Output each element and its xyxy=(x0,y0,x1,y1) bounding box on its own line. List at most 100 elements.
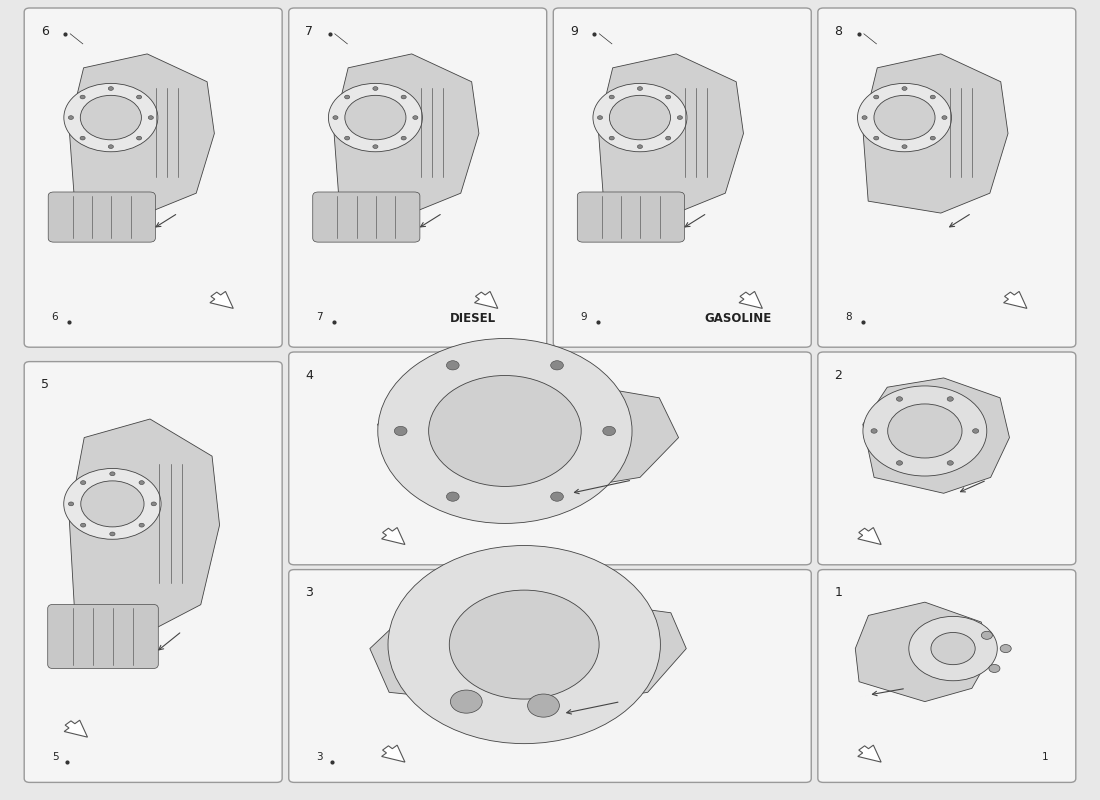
Text: 8: 8 xyxy=(846,312,852,322)
Circle shape xyxy=(68,502,74,506)
Circle shape xyxy=(862,386,987,476)
FancyBboxPatch shape xyxy=(288,570,812,782)
FancyArrowPatch shape xyxy=(685,214,705,227)
Text: DIESEL: DIESEL xyxy=(450,312,496,325)
Polygon shape xyxy=(69,419,220,631)
Circle shape xyxy=(80,95,142,140)
FancyBboxPatch shape xyxy=(24,8,282,347)
FancyArrowPatch shape xyxy=(872,689,903,696)
Circle shape xyxy=(597,116,603,119)
Circle shape xyxy=(551,492,563,502)
Circle shape xyxy=(528,694,560,717)
Text: 4: 4 xyxy=(306,369,313,382)
Circle shape xyxy=(329,83,422,152)
FancyBboxPatch shape xyxy=(817,352,1076,565)
Circle shape xyxy=(108,145,113,149)
Circle shape xyxy=(447,361,459,370)
Text: 7: 7 xyxy=(306,25,313,38)
Circle shape xyxy=(447,492,459,502)
FancyBboxPatch shape xyxy=(818,8,1076,347)
Text: GASOLINE: GASOLINE xyxy=(704,312,771,325)
Text: 7: 7 xyxy=(317,312,323,322)
Circle shape xyxy=(862,116,867,119)
Polygon shape xyxy=(858,745,881,762)
Polygon shape xyxy=(862,378,1010,494)
FancyArrowPatch shape xyxy=(420,214,440,227)
Circle shape xyxy=(80,523,86,527)
FancyBboxPatch shape xyxy=(47,605,158,669)
Circle shape xyxy=(429,375,581,486)
Circle shape xyxy=(110,532,115,536)
Circle shape xyxy=(603,426,616,435)
Text: 1: 1 xyxy=(834,586,843,599)
FancyBboxPatch shape xyxy=(817,570,1076,782)
Circle shape xyxy=(68,116,74,119)
Polygon shape xyxy=(862,54,1008,213)
Polygon shape xyxy=(856,602,991,702)
Circle shape xyxy=(666,95,671,99)
FancyArrowPatch shape xyxy=(960,481,984,492)
Circle shape xyxy=(896,397,903,402)
Circle shape xyxy=(678,116,682,119)
FancyBboxPatch shape xyxy=(578,192,684,242)
Circle shape xyxy=(609,95,614,99)
FancyArrowPatch shape xyxy=(574,481,629,494)
Polygon shape xyxy=(333,54,478,213)
Polygon shape xyxy=(739,291,762,308)
Text: 9: 9 xyxy=(581,312,587,322)
Text: 3: 3 xyxy=(317,752,323,762)
Text: 3: 3 xyxy=(306,586,313,599)
Polygon shape xyxy=(64,720,88,737)
Circle shape xyxy=(942,116,947,119)
Circle shape xyxy=(989,665,1000,673)
FancyArrowPatch shape xyxy=(566,702,618,714)
Circle shape xyxy=(871,429,877,434)
Circle shape xyxy=(909,616,998,681)
Circle shape xyxy=(874,95,935,140)
Circle shape xyxy=(373,86,378,90)
Circle shape xyxy=(402,136,406,140)
Polygon shape xyxy=(69,54,214,213)
Text: 6: 6 xyxy=(41,25,48,38)
Text: 8: 8 xyxy=(835,25,843,38)
Circle shape xyxy=(344,95,350,99)
Polygon shape xyxy=(858,527,881,545)
Circle shape xyxy=(947,461,954,466)
Circle shape xyxy=(947,397,954,402)
Circle shape xyxy=(593,83,688,152)
Circle shape xyxy=(888,404,962,458)
Circle shape xyxy=(551,361,563,370)
Circle shape xyxy=(64,469,161,539)
Circle shape xyxy=(108,86,113,90)
Circle shape xyxy=(333,116,338,119)
FancyBboxPatch shape xyxy=(553,8,812,347)
Text: 2: 2 xyxy=(834,369,843,382)
Circle shape xyxy=(609,136,614,140)
Text: 5: 5 xyxy=(52,752,58,762)
Circle shape xyxy=(377,338,632,523)
Circle shape xyxy=(110,472,115,476)
Circle shape xyxy=(64,83,158,152)
Circle shape xyxy=(931,95,935,99)
FancyArrowPatch shape xyxy=(949,214,969,227)
Circle shape xyxy=(450,690,482,713)
Circle shape xyxy=(666,136,671,140)
Text: 5: 5 xyxy=(41,378,48,391)
Circle shape xyxy=(449,590,600,699)
Polygon shape xyxy=(598,54,744,213)
Polygon shape xyxy=(382,527,405,545)
Polygon shape xyxy=(1003,291,1027,308)
Polygon shape xyxy=(474,291,498,308)
Circle shape xyxy=(931,136,935,140)
Circle shape xyxy=(609,95,671,140)
Polygon shape xyxy=(377,378,679,494)
Text: 9: 9 xyxy=(570,25,578,38)
Circle shape xyxy=(873,136,879,140)
Circle shape xyxy=(902,86,908,90)
Circle shape xyxy=(637,86,642,90)
Circle shape xyxy=(394,426,407,435)
FancyArrowPatch shape xyxy=(158,633,179,650)
Text: 1: 1 xyxy=(1042,752,1048,762)
Circle shape xyxy=(373,145,378,149)
Polygon shape xyxy=(382,745,405,762)
